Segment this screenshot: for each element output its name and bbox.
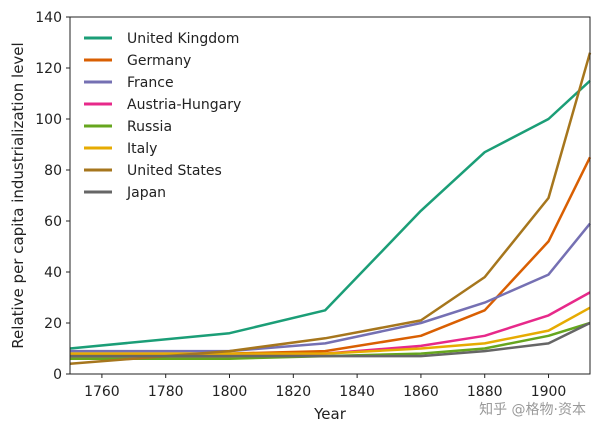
legend-label: Italy	[127, 141, 157, 157]
plot-lines	[69, 52, 592, 366]
y-tick-label: 0	[53, 367, 62, 383]
y-tick-label: 100	[35, 112, 62, 128]
legend-label: Japan	[126, 185, 166, 201]
y-tick-label: 60	[44, 214, 62, 230]
y-tick-label: 140	[35, 10, 62, 26]
series-line-japan	[70, 321, 591, 358]
y-tick-label: 80	[44, 163, 62, 179]
legend-label: Russia	[127, 119, 172, 135]
series-line-united-states	[69, 52, 592, 366]
x-tick-label: 1840	[339, 384, 375, 400]
plot-frame	[69, 16, 591, 375]
y-axis-ticks: 0 20 40 60 80 100 120 140	[35, 10, 70, 383]
y-tick-label: 20	[44, 316, 62, 332]
x-tick-label: 1880	[467, 384, 503, 400]
legend-label: Austria-Hungary	[127, 97, 241, 113]
legend-label: United Kingdom	[127, 31, 239, 47]
legend: United Kingdom Germany France Austria-Hunga…	[84, 31, 241, 201]
x-tick-label: 1780	[148, 384, 184, 400]
x-tick-label: 1900	[531, 384, 567, 400]
x-axis-ticks: 1760 1780 1800 1820 1840 1860 1880 1900	[84, 374, 566, 400]
series-line-austria-hungary	[70, 291, 591, 358]
series-line-russia	[70, 321, 591, 360]
watermark: 知乎 @格物·资本	[479, 401, 586, 418]
legend-label: France	[127, 75, 174, 91]
y-tick-label: 120	[35, 61, 62, 77]
legend-label: United States	[127, 163, 222, 179]
x-tick-label: 1820	[275, 384, 311, 400]
series-line-united-kingdom	[69, 79, 591, 350]
x-tick-label: 1760	[84, 384, 120, 400]
x-tick-label: 1800	[212, 384, 248, 400]
x-axis-label: Year	[313, 405, 347, 423]
x-tick-label: 1860	[403, 384, 439, 400]
y-axis-label: Relative per capita industrialization le…	[9, 42, 27, 348]
legend-label: Germany	[127, 53, 191, 69]
y-tick-label: 40	[44, 265, 62, 281]
series-line-italy	[70, 306, 591, 355]
